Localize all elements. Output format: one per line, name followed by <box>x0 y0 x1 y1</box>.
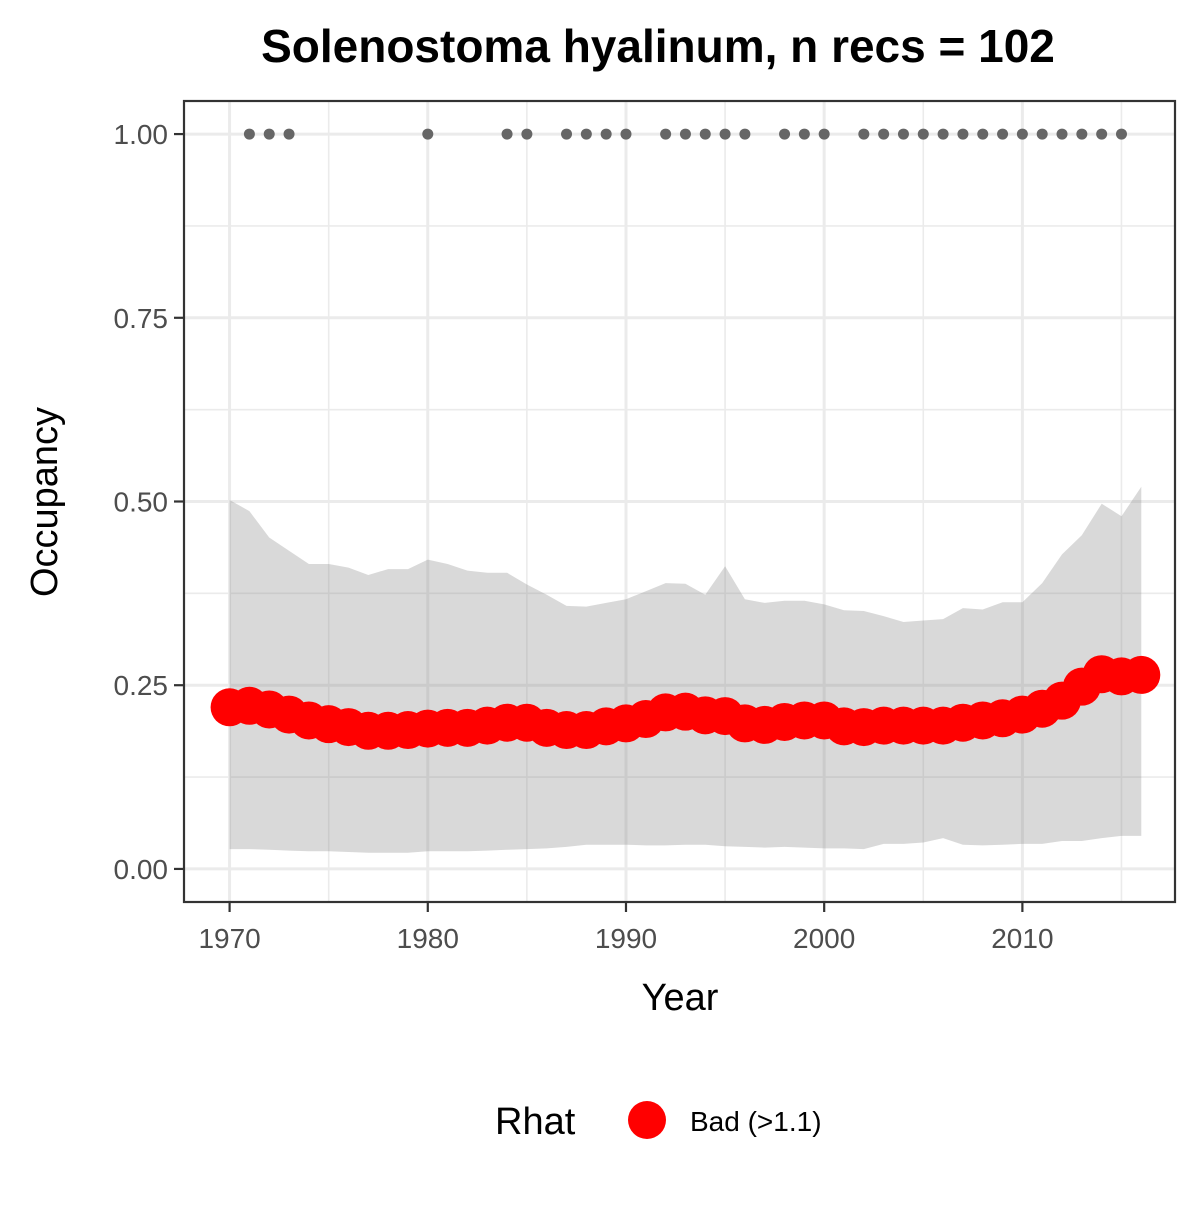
record-point <box>263 128 275 140</box>
record-point <box>739 128 751 140</box>
record-point <box>600 128 612 140</box>
record-point <box>620 128 632 140</box>
record-point <box>580 128 592 140</box>
record-point <box>521 128 533 140</box>
credible-interval-ribbon <box>229 486 1142 853</box>
legend-key-bad <box>628 1101 666 1139</box>
record-point <box>422 128 434 140</box>
record-point <box>1076 128 1088 140</box>
record-point <box>858 128 870 140</box>
x-tick-label: 1990 <box>595 923 657 954</box>
record-point <box>243 128 255 140</box>
y-tick-label: 0.75 <box>114 303 169 334</box>
record-point <box>699 128 711 140</box>
record-point <box>1115 128 1127 140</box>
record-point <box>878 128 890 140</box>
record-point <box>1016 128 1028 140</box>
record-point <box>957 128 969 140</box>
chart-title: Solenostoma hyalinum, n recs = 102 <box>261 20 1055 72</box>
x-tick-label: 1970 <box>198 923 260 954</box>
record-point <box>283 128 295 140</box>
record-point <box>818 128 830 140</box>
record-point <box>1096 128 1108 140</box>
y-tick-label: 0.50 <box>114 487 169 518</box>
y-axis-title: Occupancy <box>24 407 66 597</box>
record-point <box>897 128 909 140</box>
record-point <box>779 128 791 140</box>
x-axis-title: Year <box>642 977 719 1019</box>
record-point <box>501 128 513 140</box>
record-point <box>561 128 573 140</box>
x-tick-label: 2010 <box>991 923 1053 954</box>
x-tick-label: 2000 <box>793 923 855 954</box>
y-tick-label: 1.00 <box>114 119 169 150</box>
occupancy-point <box>1122 655 1161 694</box>
record-point <box>660 128 672 140</box>
record-point <box>1036 128 1048 140</box>
legend-title: Rhat <box>495 1101 576 1143</box>
record-point <box>977 128 989 140</box>
record-point <box>1056 128 1068 140</box>
plot-panel <box>182 99 1177 904</box>
legend-label-bad: Bad (>1.1) <box>690 1106 822 1137</box>
record-point <box>679 128 691 140</box>
record-point <box>997 128 1009 140</box>
y-tick-label: 0.25 <box>114 670 169 701</box>
record-point <box>937 128 949 140</box>
x-tick-label: 1980 <box>397 923 459 954</box>
y-tick-label: 0.00 <box>114 854 169 885</box>
record-point <box>798 128 810 140</box>
record-point <box>719 128 731 140</box>
record-point <box>917 128 929 140</box>
axes: 0.00 0.25 0.50 0.75 1.00 1970 1980 1990 2000 2010 <box>114 119 1054 954</box>
legend: Rhat Bad (>1.1) <box>495 1101 822 1143</box>
